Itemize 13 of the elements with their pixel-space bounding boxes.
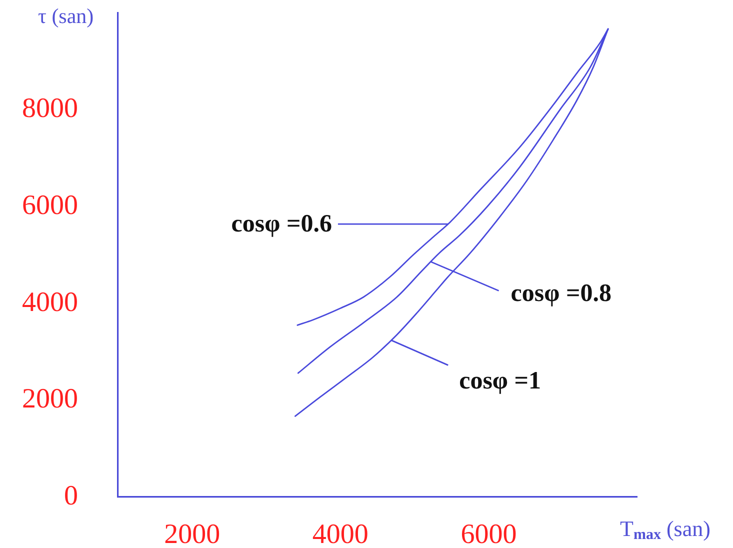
y-tick-label: 8000 (22, 93, 78, 124)
x-tick-label: 4000 (312, 519, 368, 548)
y-tick-label: 4000 (22, 286, 78, 318)
y-tick-label: 0 (64, 480, 78, 512)
x-tick-label: 6000 (460, 519, 517, 548)
x-axis-title: T$_{max}$ (san) (620, 516, 710, 543)
y-axis-title: τ (san) (38, 4, 94, 28)
x-tick-label: 2000 (164, 519, 220, 548)
text: cosφ =0.6 (231, 210, 332, 238)
y-tick-label: 2000 (22, 384, 78, 415)
legend-label: cosφ =0.8 (510, 280, 612, 308)
text: cosφ =1 (459, 368, 542, 395)
y-tick-label: 6000 (22, 190, 78, 221)
